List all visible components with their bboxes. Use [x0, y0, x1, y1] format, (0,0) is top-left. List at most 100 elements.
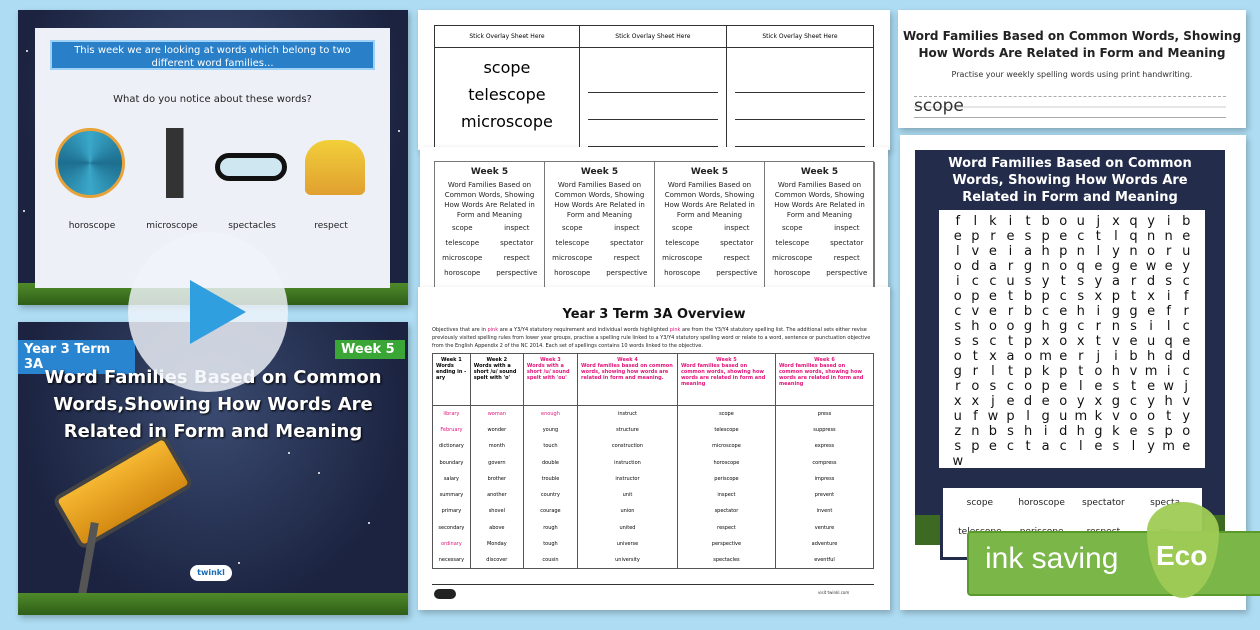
- grid-letter[interactable]: r: [972, 364, 979, 379]
- grid-letter[interactable]: o: [953, 259, 962, 274]
- grid-letter[interactable]: b: [988, 424, 998, 439]
- grid-letter[interactable]: p: [1041, 229, 1050, 244]
- grid-letter[interactable]: s: [1007, 424, 1014, 439]
- grid-letter[interactable]: p: [1059, 244, 1068, 259]
- grid-letter[interactable]: o: [1059, 259, 1068, 274]
- grid-letter[interactable]: w: [1145, 259, 1157, 274]
- grid-letter[interactable]: p: [1023, 334, 1033, 349]
- grid-letter[interactable]: e: [1006, 394, 1015, 409]
- grid-letter[interactable]: o: [1147, 244, 1156, 259]
- grid-letter[interactable]: l: [1166, 319, 1171, 334]
- grid-letter[interactable]: p: [971, 289, 980, 304]
- grid-letter[interactable]: s: [1165, 274, 1173, 289]
- grid-letter[interactable]: w: [987, 409, 999, 424]
- grid-letter[interactable]: c: [1182, 274, 1190, 289]
- grid-letter[interactable]: n: [971, 424, 980, 439]
- grid-letter[interactable]: b: [1041, 214, 1050, 229]
- grid-letter[interactable]: h: [1076, 424, 1085, 439]
- grid-letter[interactable]: r: [1078, 349, 1084, 364]
- grid-letter[interactable]: r: [1007, 304, 1014, 319]
- grid-letter[interactable]: w: [1163, 379, 1174, 394]
- grid-letter[interactable]: c: [1042, 304, 1050, 319]
- grid-letter[interactable]: t: [1130, 289, 1137, 304]
- grid-letter[interactable]: e: [1041, 394, 1050, 409]
- grid-letter[interactable]: e: [1006, 229, 1015, 244]
- grid-letter[interactable]: s: [989, 379, 997, 394]
- grid-letter[interactable]: t: [1130, 379, 1137, 394]
- grid-letter[interactable]: o: [953, 289, 962, 304]
- grid-letter[interactable]: t: [1025, 214, 1031, 229]
- grid-letter[interactable]: x: [989, 349, 997, 364]
- grid-letter[interactable]: q: [1129, 229, 1138, 244]
- grid-letter[interactable]: b: [1023, 289, 1033, 304]
- grid-letter[interactable]: c: [1006, 439, 1015, 454]
- grid-letter[interactable]: t: [1095, 229, 1101, 244]
- grid-letter[interactable]: n: [1164, 229, 1173, 244]
- grid-letter[interactable]: e: [988, 439, 997, 454]
- grid-letter[interactable]: e: [988, 289, 997, 304]
- grid-letter[interactable]: i: [1166, 214, 1171, 229]
- grid-letter[interactable]: r: [1183, 304, 1189, 319]
- grid-letter[interactable]: x: [1094, 289, 1103, 304]
- grid-letter[interactable]: l: [1114, 229, 1118, 244]
- grid-letter[interactable]: e: [1147, 304, 1156, 319]
- grid-letter[interactable]: h: [1164, 394, 1173, 409]
- grid-letter[interactable]: e: [1059, 379, 1068, 394]
- grid-letter[interactable]: e: [988, 304, 997, 319]
- grid-letter[interactable]: e: [1129, 259, 1138, 274]
- grid-letter[interactable]: c: [971, 274, 979, 289]
- grid-letter[interactable]: t: [1166, 409, 1172, 424]
- grid-letter[interactable]: s: [1077, 289, 1085, 304]
- grid-letter[interactable]: c: [1059, 289, 1067, 304]
- grid-letter[interactable]: r: [955, 379, 961, 394]
- grid-letter[interactable]: x: [1147, 289, 1155, 304]
- grid-letter[interactable]: s: [1024, 274, 1032, 289]
- grid-letter[interactable]: a: [1024, 244, 1033, 259]
- grid-letter[interactable]: t: [1007, 334, 1014, 349]
- grid-letter[interactable]: k: [1041, 364, 1050, 379]
- grid-letter[interactable]: g: [1094, 424, 1103, 439]
- grid-letter[interactable]: e: [953, 229, 962, 244]
- grid-letter[interactable]: m: [1039, 349, 1052, 364]
- grid-letter[interactable]: b: [1129, 349, 1138, 364]
- grid-letter[interactable]: i: [1096, 304, 1101, 319]
- grid-letter[interactable]: s: [1112, 379, 1120, 394]
- grid-letter[interactable]: p: [1111, 289, 1121, 304]
- grid-letter[interactable]: a: [1006, 349, 1015, 364]
- grid-letter[interactable]: f: [1183, 289, 1189, 304]
- grid-letter[interactable]: y: [1147, 214, 1155, 229]
- grid-letter[interactable]: o: [1059, 214, 1068, 229]
- grid-letter[interactable]: o: [1059, 394, 1068, 409]
- grid-letter[interactable]: o: [1006, 319, 1015, 334]
- grid-letter[interactable]: d: [1023, 394, 1033, 409]
- grid-letter[interactable]: c: [1182, 364, 1190, 379]
- grid-letter[interactable]: o: [953, 349, 962, 364]
- grid-letter[interactable]: h: [971, 319, 980, 334]
- grid-letter[interactable]: p: [1041, 379, 1050, 394]
- grid-letter[interactable]: k: [1094, 409, 1103, 424]
- grid-letter[interactable]: y: [1076, 394, 1085, 409]
- grid-letter[interactable]: n: [1076, 244, 1085, 259]
- grid-letter[interactable]: k: [989, 214, 997, 229]
- grid-letter[interactable]: g: [1041, 409, 1050, 424]
- grid-letter[interactable]: j: [1184, 379, 1189, 394]
- grid-letter[interactable]: x: [1076, 334, 1085, 349]
- grid-letter[interactable]: v: [1129, 364, 1138, 379]
- grid-letter[interactable]: q: [1164, 334, 1173, 349]
- grid-letter[interactable]: g: [1059, 319, 1068, 334]
- grid-letter[interactable]: h: [1041, 244, 1050, 259]
- grid-letter[interactable]: p: [971, 439, 980, 454]
- grid-letter[interactable]: y: [1147, 439, 1155, 454]
- grid-letter[interactable]: p: [1059, 364, 1068, 379]
- grid-letter[interactable]: r: [1165, 244, 1172, 259]
- grid-letter[interactable]: p: [971, 229, 980, 244]
- grid-letter[interactable]: y: [1182, 409, 1191, 424]
- grid-letter[interactable]: t: [972, 349, 978, 364]
- grid-letter[interactable]: l: [1078, 379, 1083, 394]
- grid-letter[interactable]: v: [1112, 334, 1120, 349]
- grid-letter[interactable]: x: [1094, 394, 1103, 409]
- grid-letter[interactable]: g: [1111, 259, 1121, 274]
- grid-letter[interactable]: z: [954, 424, 962, 439]
- grid-letter[interactable]: y: [1094, 274, 1103, 289]
- grid-letter[interactable]: j: [1096, 349, 1101, 364]
